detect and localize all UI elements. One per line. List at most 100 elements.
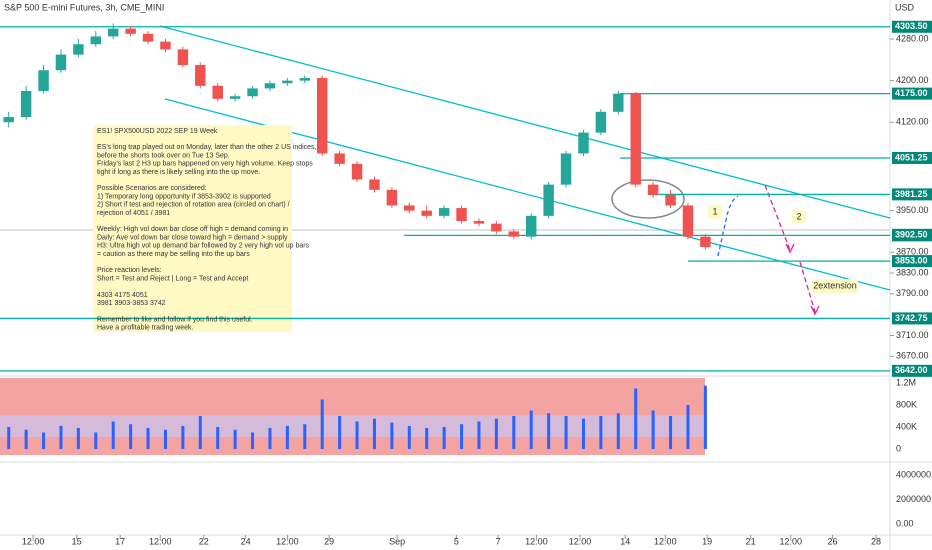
volume-bar: [42, 432, 46, 449]
scenario-arrow: [764, 184, 816, 313]
marker-label: 2extension: [813, 280, 857, 290]
indicator-tick-label: 0.00: [896, 518, 914, 528]
level-badge: [892, 87, 932, 100]
volume-bar: [59, 425, 63, 449]
x-tick-label: 24: [241, 536, 251, 546]
x-tick-label: 12:00: [22, 536, 45, 546]
volume-bar: [198, 415, 202, 449]
candle-body: [160, 41, 171, 50]
marker-label: 1: [712, 206, 717, 216]
level-label: 3642.00: [895, 365, 928, 375]
y-tick-label: 3790.00: [896, 288, 929, 298]
volume-bar: [251, 432, 255, 449]
volume-bar: [233, 429, 237, 449]
x-tick-label: 22: [199, 536, 209, 546]
level-label: 3981.25: [895, 189, 928, 199]
x-tick-label: 21: [746, 536, 756, 546]
candle-body: [3, 117, 14, 123]
candle-body: [351, 163, 363, 180]
level-label: 4303.50: [895, 21, 928, 31]
note-line: = caution as there may be selling into t…: [97, 251, 250, 258]
y-tick-label: 3830.00: [896, 267, 929, 277]
candle-body: [456, 208, 467, 222]
volume-tick-label: 1.2M: [896, 377, 916, 387]
candle-body: [334, 153, 345, 164]
level-badge: [892, 151, 932, 164]
x-tick-label: Sep: [389, 536, 405, 546]
scenario-arrow: [717, 195, 739, 257]
note-line: 3981 3903-3853 3742: [97, 300, 166, 307]
volume-bar: [181, 425, 185, 449]
volume-bar: [129, 424, 133, 449]
volume-bar: [564, 415, 568, 449]
volume-bar: [268, 428, 272, 449]
candle-body: [38, 70, 49, 92]
volume-bar: [303, 424, 307, 449]
indicator-tick-label: 4000000.00: [896, 469, 932, 479]
note-line: 1) Temporary long opportunity if 3853-39…: [97, 193, 271, 200]
candle-body: [647, 184, 659, 196]
volume-bar: [355, 421, 359, 449]
note-line: Weekly: High vol down bar close off high…: [97, 226, 288, 233]
volume-tick-label: 800K: [896, 399, 917, 409]
volume-bar: [76, 428, 80, 449]
volume-bar: [477, 421, 481, 449]
x-tick-label: 7: [496, 536, 501, 546]
volume-bar: [581, 418, 585, 449]
volume-bar: [146, 428, 150, 449]
volume-bar: [163, 429, 167, 449]
volume-bar: [372, 418, 376, 449]
candle-body: [369, 179, 380, 190]
volume-tick-label: 400K: [896, 421, 917, 431]
candle-body: [560, 153, 572, 185]
candle-body: [682, 205, 694, 237]
note-line: Short = Test and Reject | Long = Test an…: [97, 275, 248, 282]
candle-body: [578, 132, 589, 154]
candle-body: [700, 236, 711, 248]
y-tick-label: 3710.00: [896, 330, 929, 340]
level-label: 3742.75: [895, 313, 928, 323]
note-line: Price reaction levels:: [97, 267, 162, 274]
x-tick-label: 14: [620, 536, 630, 546]
level-badge: [892, 20, 932, 33]
volume-bar: [512, 415, 516, 449]
volume-bar: [216, 426, 220, 449]
note-line: 2) Short if test and rejection of rotati…: [97, 202, 290, 209]
volume-bar: [285, 425, 289, 449]
trend-line: [159, 25, 891, 219]
volume-bar: [669, 415, 673, 449]
x-tick-label: 12:00: [149, 536, 172, 546]
level-badge: [892, 229, 932, 242]
level-label: 4175.00: [895, 88, 928, 98]
note-box: [93, 125, 292, 332]
candle-body: [543, 184, 554, 216]
y-tick-label: 3950.00: [896, 205, 929, 215]
note-line: 4303 4175 4051: [97, 292, 148, 299]
note-line: Have a profitable trading week.: [97, 325, 194, 332]
marker-box: [708, 205, 722, 219]
candle-body: [299, 78, 311, 81]
marker-box: [792, 210, 806, 224]
x-tick-label: 29: [324, 536, 334, 546]
volume-bar: [24, 429, 28, 449]
volume-bar: [529, 410, 533, 449]
candle-body: [282, 80, 293, 84]
y-tick-label: 4120.00: [896, 117, 929, 127]
candle-body: [386, 189, 398, 206]
volume-bar: [616, 413, 620, 449]
level-badge: [892, 188, 932, 201]
candle-body: [595, 111, 607, 133]
candle-body: [107, 28, 119, 37]
x-tick-label: 19: [702, 536, 712, 546]
volume-bar: [94, 432, 98, 449]
level-label: 3902.50: [895, 230, 928, 240]
candle-body: [247, 88, 258, 97]
candle-body: [212, 85, 223, 99]
volume-bar: [686, 404, 690, 449]
x-tick-label: 17: [115, 536, 125, 546]
candle-body: [142, 33, 154, 42]
candle-body: [316, 78, 328, 154]
candle-body: [508, 231, 520, 237]
note-line: Possible Scenarios are considered:: [97, 185, 207, 192]
note-line: tight if long as there is likely selling…: [97, 169, 260, 176]
